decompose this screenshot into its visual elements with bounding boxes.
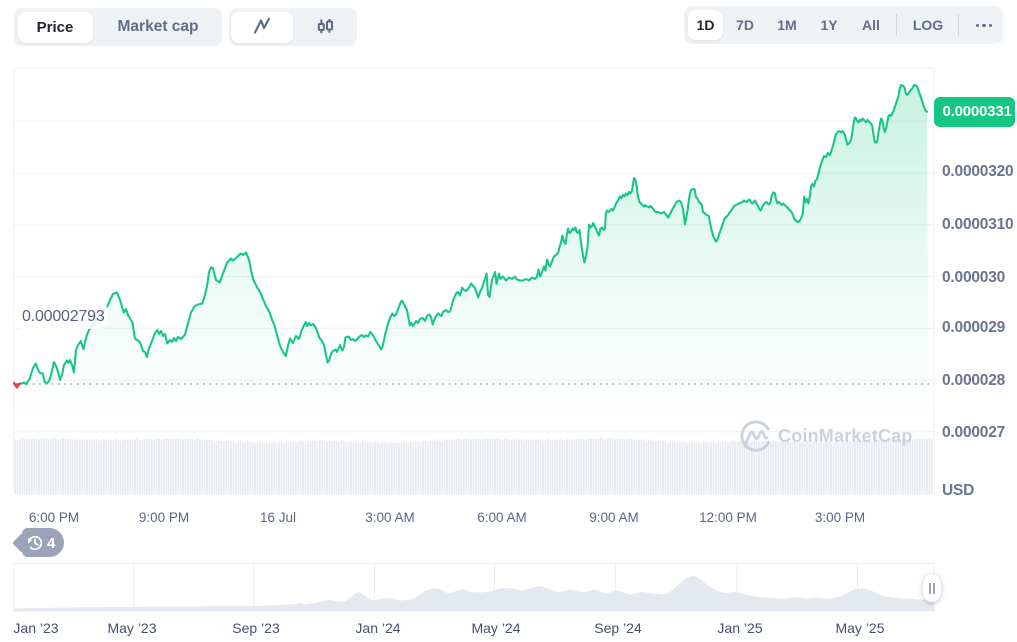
svg-text:CoinMarketCap: CoinMarketCap bbox=[778, 426, 913, 446]
